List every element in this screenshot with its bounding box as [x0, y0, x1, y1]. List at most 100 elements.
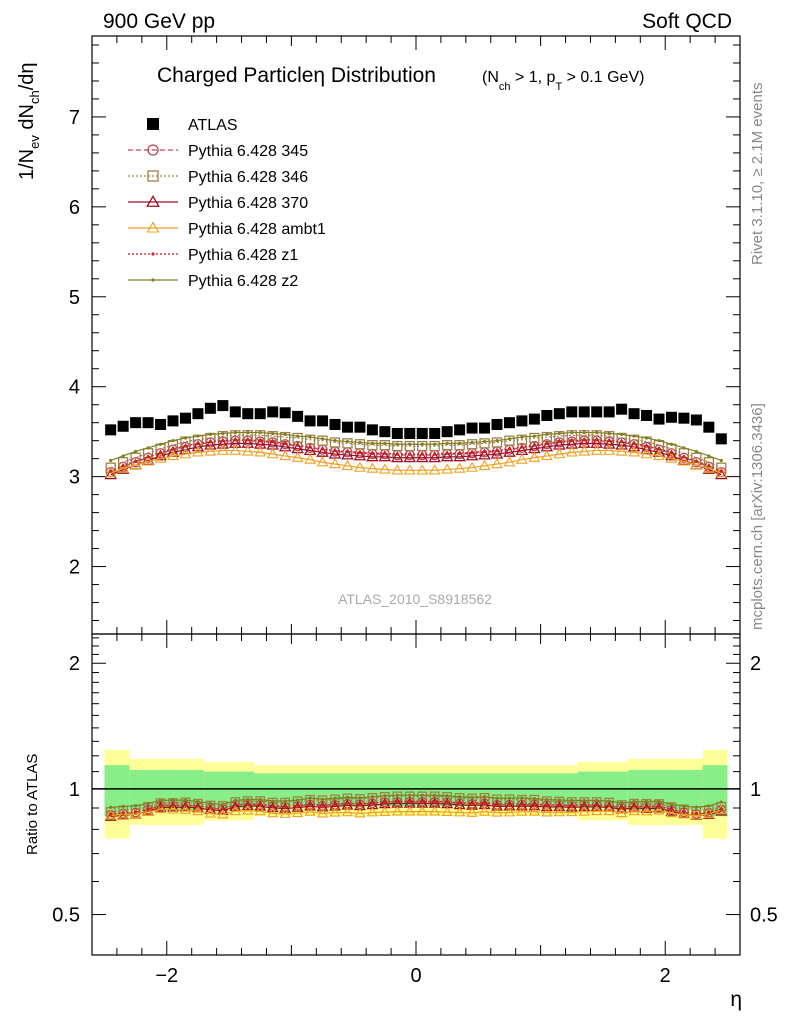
point-pythia-6-428-370	[715, 468, 728, 480]
ratio-y-tick-label: 1	[69, 779, 80, 801]
ratio-point-pythia-6-428-z2	[595, 798, 599, 803]
ratio-line-pythia-6-428-345	[110, 801, 722, 816]
ratio-point-pythia-6-428-370	[304, 800, 317, 811]
ratio-point-pythia-6-428-370	[179, 801, 192, 812]
ratio-point-pythia-6-428-z2	[445, 794, 449, 798]
ratio-point-pythia-6-428-ambt1	[616, 807, 628, 818]
point-pythia-6-428-z2	[669, 442, 674, 446]
ratio-point-pythia-6-428-z1	[320, 803, 325, 807]
point-atlas	[142, 417, 154, 429]
point-pythia-6-428-ambt1	[329, 457, 341, 469]
ratio-point-pythia-6-428-ambt1	[454, 806, 466, 817]
x-tick-label: 2	[660, 965, 671, 987]
ratio-panel-series	[104, 791, 728, 821]
ratio-point-pythia-6-428-z1	[146, 807, 150, 811]
point-atlas	[715, 433, 727, 445]
point-pythia-6-428-370	[229, 436, 242, 448]
point-pythia-6-428-z2	[221, 431, 225, 436]
ratio-point-pythia-6-428-ambt1	[528, 805, 540, 816]
point-atlas	[192, 408, 204, 420]
ratio-point-pythia-6-428-z1	[507, 802, 512, 806]
y-tick-label: 4	[69, 377, 80, 399]
ratio-point-pythia-6-428-z2	[582, 798, 586, 803]
point-pythia-6-428-346	[329, 437, 341, 448]
point-pythia-6-428-z1	[532, 443, 536, 447]
ratio-point-pythia-6-428-z2	[196, 799, 200, 804]
point-pythia-6-428-ambt1	[615, 445, 628, 456]
point-atlas	[441, 426, 453, 438]
ratio-point-pythia-6-428-ambt1	[254, 805, 266, 816]
ratio-point-pythia-6-428-z1	[383, 800, 387, 804]
ratio-point-pythia-6-428-ambt1	[192, 805, 204, 816]
ratio-point-pythia-6-428-z2	[520, 796, 524, 800]
point-pythia-6-428-z2	[308, 435, 312, 439]
legend-marker-pythia-6-428-z1	[151, 252, 155, 256]
ratio-point-pythia-6-428-ambt1	[391, 805, 403, 816]
point-pythia-6-428-z1	[595, 438, 599, 442]
point-pythia-6-428-370	[104, 468, 117, 480]
series-line-pythia-6-428-z2	[110, 431, 722, 462]
point-pythia-6-428-370	[154, 449, 167, 461]
ratio-point-pythia-6-428-370	[279, 802, 292, 813]
point-pythia-6-428-ambt1	[341, 459, 354, 470]
point-pythia-6-428-370	[478, 448, 491, 460]
ratio-point-pythia-6-428-370	[590, 800, 603, 812]
ratio-point-pythia-6-428-ambt1	[279, 808, 291, 818]
ratio-point-pythia-6-428-z2	[707, 804, 711, 808]
point-pythia-6-428-z1	[345, 449, 350, 454]
ratio-point-pythia-6-428-z2	[271, 799, 275, 803]
ratio-point-pythia-6-428-z1	[545, 803, 549, 807]
point-pythia-6-428-z1	[495, 448, 499, 453]
ratio-point-pythia-6-428-z2	[532, 797, 536, 801]
point-pythia-6-428-z2	[682, 446, 686, 450]
point-pythia-6-428-346	[379, 440, 390, 451]
rivet-label: Rivet 3.1.10, ≥ 2.1M events	[749, 83, 766, 266]
point-atlas	[292, 410, 304, 422]
point-pythia-6-428-346	[392, 440, 403, 452]
point-pythia-6-428-ambt1	[167, 449, 179, 461]
point-pythia-6-428-346	[367, 440, 378, 451]
point-pythia-6-428-345	[255, 436, 266, 447]
point-pythia-6-428-z1	[158, 450, 163, 454]
point-pythia-6-428-370	[403, 451, 417, 463]
point-pythia-6-428-z1	[482, 449, 487, 454]
ratio-point-pythia-6-428-z2	[320, 797, 325, 801]
point-pythia-6-428-z2	[595, 430, 599, 435]
ratio-point-pythia-6-428-z2	[134, 804, 138, 808]
ratio-point-pythia-6-428-z2	[345, 795, 350, 799]
point-pythia-6-428-370	[391, 451, 404, 463]
energy-label: 900 GeV pp	[103, 10, 215, 33]
legend-label-pythia-6-428-346: Pythia 6.428 346	[188, 169, 308, 186]
point-pythia-6-428-z2	[707, 454, 711, 458]
point-pythia-6-428-ambt1	[453, 462, 466, 473]
point-pythia-6-428-z2	[271, 431, 275, 436]
point-pythia-6-428-z2	[146, 446, 150, 450]
point-pythia-6-428-ambt1	[428, 464, 441, 475]
ratio-uncertainty-bands	[92, 749, 740, 839]
ratio-point-pythia-6-428-ambt1	[466, 807, 478, 817]
point-pythia-6-428-z2	[445, 441, 449, 445]
ratio-point-pythia-6-428-ambt1	[603, 805, 615, 816]
ratio-point-pythia-6-428-ambt1	[242, 805, 254, 815]
point-pythia-6-428-346	[342, 438, 353, 449]
point-pythia-6-428-346	[479, 438, 490, 449]
point-pythia-6-428-370	[316, 445, 329, 457]
point-pythia-6-428-ambt1	[503, 456, 516, 467]
point-pythia-6-428-345	[280, 439, 291, 450]
point-atlas	[117, 420, 129, 432]
point-pythia-6-428-z2	[109, 458, 113, 463]
panel-frames	[91, 35, 741, 956]
ratio-point-pythia-6-428-370	[167, 801, 179, 812]
point-pythia-6-428-370	[615, 438, 628, 450]
point-pythia-6-428-z2	[532, 434, 536, 438]
ratio-point-pythia-6-428-z2	[208, 801, 212, 806]
point-pythia-6-428-z1	[134, 459, 138, 463]
ratio-point-pythia-6-428-z2	[607, 799, 611, 803]
point-pythia-6-428-z1	[607, 439, 611, 443]
ratio-point-pythia-6-428-z1	[595, 803, 599, 807]
point-pythia-6-428-z1	[258, 439, 262, 443]
ratio-point-pythia-6-428-370	[515, 800, 528, 811]
point-pythia-6-428-z2	[208, 432, 212, 436]
ratio-point-pythia-6-428-z2	[358, 796, 362, 800]
ratio-point-pythia-6-428-370	[653, 802, 665, 813]
